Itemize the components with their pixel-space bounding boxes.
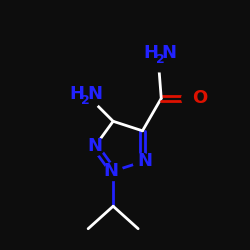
Text: 2: 2 — [156, 53, 164, 66]
Text: O: O — [192, 89, 208, 107]
Text: H: H — [144, 44, 159, 62]
Text: N: N — [88, 137, 102, 155]
Text: 2: 2 — [81, 94, 90, 107]
Text: N: N — [104, 162, 119, 180]
Text: N: N — [161, 44, 176, 62]
Text: N: N — [87, 85, 102, 103]
Text: H: H — [70, 85, 84, 103]
Text: N: N — [137, 152, 152, 170]
